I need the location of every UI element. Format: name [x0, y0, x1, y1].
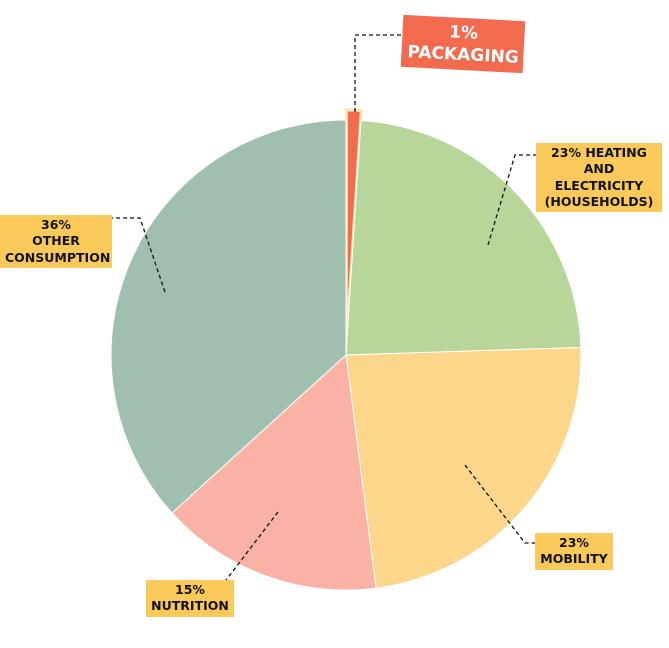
pie-slice [171, 353, 377, 591]
leader-line [464, 464, 535, 544]
slice-label: 23% HEATING AND ELECTRICITY (HOUSEHOLDS) [536, 143, 662, 212]
slice-label: 15% NUTRITION [146, 580, 234, 617]
value-label: 23% [551, 145, 581, 160]
slice-label: 1% PACKAGING [400, 14, 526, 74]
slice-label: 23% MOBILITY [535, 533, 613, 570]
value-label: 36% [41, 217, 71, 232]
pie-slice [345, 346, 582, 589]
slice-label: 36% OTHER CONSUMPTION [0, 215, 112, 268]
category-label: MOBILITY [540, 551, 608, 567]
category-label: OTHER CONSUMPTION [5, 233, 111, 265]
value-label: 23% [559, 535, 589, 550]
leader-line [219, 511, 279, 589]
leader-line [92, 217, 166, 293]
category-label: PACKAGING [406, 42, 520, 69]
category-label: HEATING AND ELECTRICITY (HOUSEHOLDS) [544, 145, 654, 209]
pie-slice [110, 119, 347, 514]
value-label: 15% [175, 582, 205, 597]
pie-slice [345, 119, 582, 356]
leader-line [354, 34, 418, 112]
category-label: NUTRITION [151, 598, 229, 614]
leader-line [487, 154, 540, 246]
